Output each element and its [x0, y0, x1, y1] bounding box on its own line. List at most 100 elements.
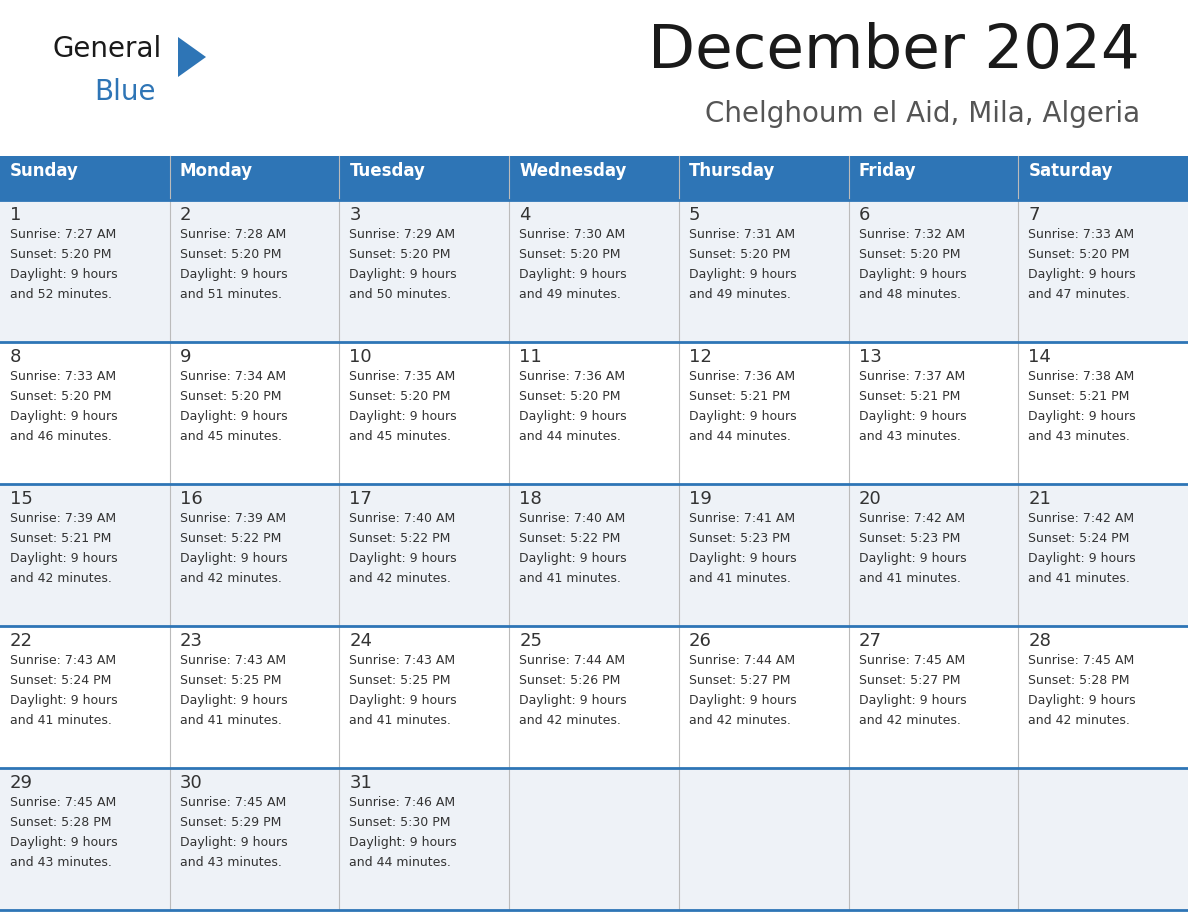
Text: and 42 minutes.: and 42 minutes.: [1029, 714, 1130, 727]
Text: and 42 minutes.: and 42 minutes.: [10, 572, 112, 585]
Text: 3: 3: [349, 206, 361, 224]
Text: Daylight: 9 hours: Daylight: 9 hours: [689, 268, 796, 281]
Text: and 48 minutes.: and 48 minutes.: [859, 288, 961, 301]
Text: Sunrise: 7:45 AM: Sunrise: 7:45 AM: [859, 654, 965, 667]
Bar: [0, 342, 1188, 484]
Text: and 43 minutes.: and 43 minutes.: [1029, 430, 1130, 443]
Text: and 41 minutes.: and 41 minutes.: [519, 572, 621, 585]
Text: Sunset: 5:21 PM: Sunset: 5:21 PM: [1029, 390, 1130, 403]
Text: Daylight: 9 hours: Daylight: 9 hours: [859, 268, 966, 281]
Text: Daylight: 9 hours: Daylight: 9 hours: [10, 552, 118, 565]
Bar: [0, 768, 1188, 910]
Text: and 44 minutes.: and 44 minutes.: [349, 856, 451, 869]
Text: and 43 minutes.: and 43 minutes.: [859, 430, 960, 443]
Text: Daylight: 9 hours: Daylight: 9 hours: [1029, 552, 1136, 565]
Text: 24: 24: [349, 632, 372, 650]
Text: Daylight: 9 hours: Daylight: 9 hours: [1029, 268, 1136, 281]
Text: 12: 12: [689, 348, 712, 366]
Text: Sunrise: 7:43 AM: Sunrise: 7:43 AM: [349, 654, 455, 667]
Text: 19: 19: [689, 490, 712, 508]
Text: Daylight: 9 hours: Daylight: 9 hours: [859, 694, 966, 707]
Text: Sunrise: 7:43 AM: Sunrise: 7:43 AM: [179, 654, 286, 667]
Text: 2: 2: [179, 206, 191, 224]
Text: Sunset: 5:25 PM: Sunset: 5:25 PM: [349, 674, 451, 687]
Text: Sunrise: 7:42 AM: Sunrise: 7:42 AM: [1029, 512, 1135, 525]
Text: Chelghoum el Aid, Mila, Algeria: Chelghoum el Aid, Mila, Algeria: [704, 100, 1140, 128]
Bar: [0, 484, 1188, 626]
Text: Sunday: Sunday: [10, 162, 78, 180]
Text: Daylight: 9 hours: Daylight: 9 hours: [519, 552, 627, 565]
Text: Daylight: 9 hours: Daylight: 9 hours: [859, 552, 966, 565]
Text: and 42 minutes.: and 42 minutes.: [859, 714, 960, 727]
Text: and 41 minutes.: and 41 minutes.: [349, 714, 451, 727]
Text: Daylight: 9 hours: Daylight: 9 hours: [349, 410, 457, 423]
Text: and 41 minutes.: and 41 minutes.: [10, 714, 112, 727]
Text: and 49 minutes.: and 49 minutes.: [689, 288, 791, 301]
Text: Daylight: 9 hours: Daylight: 9 hours: [519, 410, 627, 423]
Text: Daylight: 9 hours: Daylight: 9 hours: [10, 410, 118, 423]
Text: Daylight: 9 hours: Daylight: 9 hours: [859, 410, 966, 423]
Text: and 45 minutes.: and 45 minutes.: [349, 430, 451, 443]
Text: Tuesday: Tuesday: [349, 162, 425, 180]
Text: 22: 22: [10, 632, 33, 650]
Text: Sunrise: 7:42 AM: Sunrise: 7:42 AM: [859, 512, 965, 525]
Text: and 51 minutes.: and 51 minutes.: [179, 288, 282, 301]
Text: and 46 minutes.: and 46 minutes.: [10, 430, 112, 443]
Text: Sunrise: 7:40 AM: Sunrise: 7:40 AM: [349, 512, 456, 525]
Text: Sunset: 5:20 PM: Sunset: 5:20 PM: [519, 248, 620, 261]
Text: 9: 9: [179, 348, 191, 366]
Text: Sunset: 5:22 PM: Sunset: 5:22 PM: [519, 532, 620, 545]
Text: Saturday: Saturday: [1029, 162, 1113, 180]
Text: Sunset: 5:21 PM: Sunset: 5:21 PM: [10, 532, 112, 545]
Text: Sunrise: 7:39 AM: Sunrise: 7:39 AM: [179, 512, 286, 525]
Text: Sunrise: 7:40 AM: Sunrise: 7:40 AM: [519, 512, 625, 525]
Text: and 49 minutes.: and 49 minutes.: [519, 288, 621, 301]
Text: Thursday: Thursday: [689, 162, 776, 180]
Text: Sunrise: 7:46 AM: Sunrise: 7:46 AM: [349, 796, 455, 809]
Text: Sunrise: 7:32 AM: Sunrise: 7:32 AM: [859, 228, 965, 241]
Text: Sunset: 5:20 PM: Sunset: 5:20 PM: [859, 248, 960, 261]
Text: Daylight: 9 hours: Daylight: 9 hours: [179, 268, 287, 281]
Text: Sunset: 5:20 PM: Sunset: 5:20 PM: [179, 248, 282, 261]
Text: Sunrise: 7:36 AM: Sunrise: 7:36 AM: [689, 370, 795, 383]
Text: Sunset: 5:20 PM: Sunset: 5:20 PM: [10, 390, 112, 403]
Text: Daylight: 9 hours: Daylight: 9 hours: [349, 268, 457, 281]
Text: Sunrise: 7:45 AM: Sunrise: 7:45 AM: [1029, 654, 1135, 667]
Text: Daylight: 9 hours: Daylight: 9 hours: [519, 694, 627, 707]
Text: Daylight: 9 hours: Daylight: 9 hours: [10, 268, 118, 281]
Text: Sunset: 5:26 PM: Sunset: 5:26 PM: [519, 674, 620, 687]
Text: Sunset: 5:20 PM: Sunset: 5:20 PM: [179, 390, 282, 403]
Text: 20: 20: [859, 490, 881, 508]
Text: Sunrise: 7:38 AM: Sunrise: 7:38 AM: [1029, 370, 1135, 383]
Text: and 44 minutes.: and 44 minutes.: [519, 430, 621, 443]
Text: Sunset: 5:20 PM: Sunset: 5:20 PM: [10, 248, 112, 261]
Text: Sunset: 5:21 PM: Sunset: 5:21 PM: [689, 390, 790, 403]
Text: Daylight: 9 hours: Daylight: 9 hours: [349, 836, 457, 849]
Text: Sunrise: 7:31 AM: Sunrise: 7:31 AM: [689, 228, 795, 241]
Text: Daylight: 9 hours: Daylight: 9 hours: [1029, 410, 1136, 423]
Text: 14: 14: [1029, 348, 1051, 366]
Text: and 47 minutes.: and 47 minutes.: [1029, 288, 1130, 301]
Text: and 41 minutes.: and 41 minutes.: [689, 572, 791, 585]
Text: and 43 minutes.: and 43 minutes.: [179, 856, 282, 869]
Text: Sunrise: 7:33 AM: Sunrise: 7:33 AM: [1029, 228, 1135, 241]
Text: Daylight: 9 hours: Daylight: 9 hours: [10, 836, 118, 849]
Text: General: General: [52, 35, 162, 63]
Text: 21: 21: [1029, 490, 1051, 508]
Text: 31: 31: [349, 774, 372, 792]
Text: 4: 4: [519, 206, 531, 224]
Text: Daylight: 9 hours: Daylight: 9 hours: [1029, 694, 1136, 707]
Text: Sunset: 5:29 PM: Sunset: 5:29 PM: [179, 816, 282, 829]
Bar: [0, 200, 1188, 342]
Text: and 41 minutes.: and 41 minutes.: [179, 714, 282, 727]
Text: Sunrise: 7:45 AM: Sunrise: 7:45 AM: [10, 796, 116, 809]
Text: and 42 minutes.: and 42 minutes.: [689, 714, 791, 727]
Text: Sunset: 5:25 PM: Sunset: 5:25 PM: [179, 674, 282, 687]
Text: 15: 15: [10, 490, 33, 508]
Text: 5: 5: [689, 206, 701, 224]
Text: 13: 13: [859, 348, 881, 366]
Text: and 43 minutes.: and 43 minutes.: [10, 856, 112, 869]
Text: Daylight: 9 hours: Daylight: 9 hours: [519, 268, 627, 281]
Text: Wednesday: Wednesday: [519, 162, 626, 180]
Text: Sunset: 5:20 PM: Sunset: 5:20 PM: [689, 248, 790, 261]
